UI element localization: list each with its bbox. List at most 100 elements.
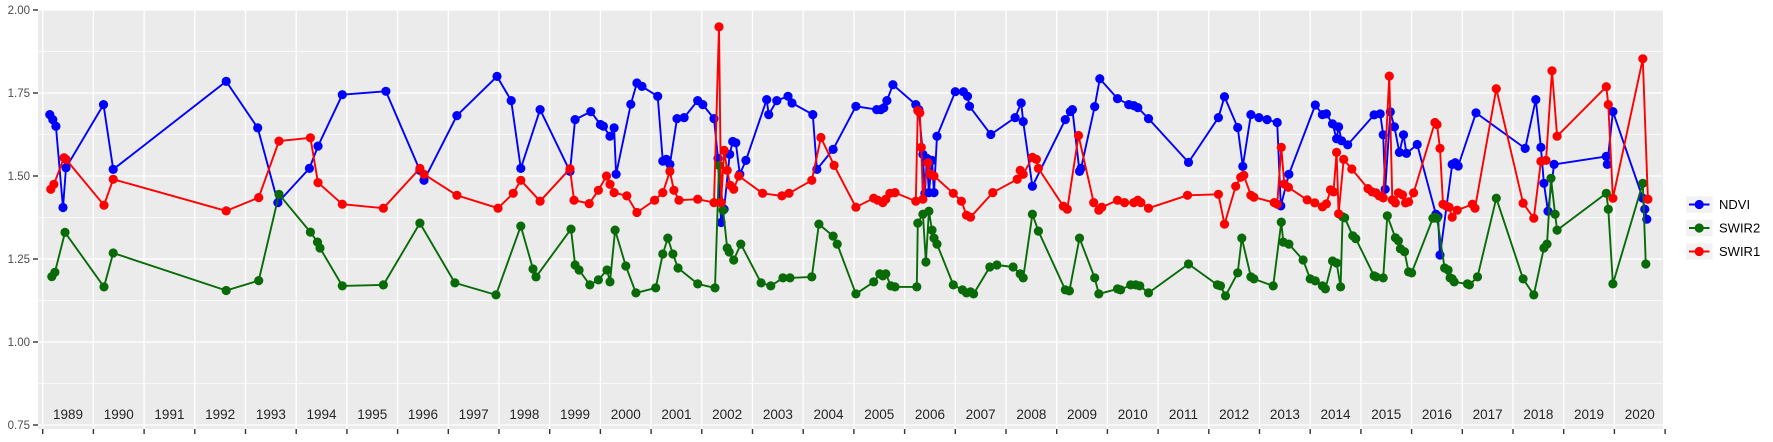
ndvi-point — [535, 105, 545, 115]
swir1-point — [1541, 155, 1551, 165]
ndvi-point — [1133, 103, 1143, 113]
ndvi-point — [1076, 163, 1086, 173]
swir1-point — [918, 194, 928, 204]
swir2-point — [1529, 290, 1539, 300]
swir1-point — [722, 165, 732, 175]
swir2-point — [1399, 247, 1410, 257]
swir1-point — [601, 171, 612, 181]
swir1-point — [1347, 164, 1357, 174]
swir2-point — [881, 269, 891, 279]
swir2-point — [1432, 213, 1442, 223]
swir2-point — [602, 265, 612, 275]
swir2-point — [1310, 276, 1320, 286]
ndvi-point — [1238, 161, 1248, 171]
swir2-point — [1443, 265, 1453, 275]
swir1-point — [988, 188, 998, 198]
swir2-point — [1027, 209, 1037, 219]
swir1-point — [49, 179, 59, 189]
y-axis-label: 1.50 — [8, 171, 30, 183]
ndvi-point — [51, 121, 61, 131]
swir1-point — [254, 193, 264, 203]
swir2-point — [1143, 288, 1154, 298]
ndvi-point — [598, 121, 609, 131]
ndvi-point — [381, 86, 391, 96]
ndvi-point — [950, 87, 960, 97]
swir2-point — [585, 280, 595, 290]
x-axis-label: 2012 — [1219, 407, 1249, 422]
swir2-point — [932, 239, 942, 249]
x-axis-label: 1994 — [307, 407, 338, 422]
ndvi-point — [772, 96, 782, 106]
x-axis-label: 2016 — [1422, 407, 1452, 422]
swir2-point — [516, 221, 526, 231]
swir2-point — [890, 282, 900, 292]
swir1-point — [851, 202, 861, 212]
swir2-point — [658, 249, 668, 259]
swir1-point — [99, 200, 109, 210]
swir1-point — [716, 198, 726, 208]
ndvi-point — [1536, 142, 1546, 152]
swir1-point — [714, 22, 724, 32]
swir1-point — [1384, 71, 1394, 81]
swir2-point — [1638, 178, 1648, 188]
ndvi-point — [1520, 143, 1530, 153]
ndvi-point — [1018, 117, 1028, 127]
swir1-point — [1321, 199, 1331, 209]
swir1-point — [1518, 198, 1528, 208]
ndvi-point — [586, 107, 596, 117]
ndvi-point — [1090, 102, 1100, 112]
ndvi-point — [452, 111, 462, 121]
ndvi-point — [313, 141, 323, 151]
swir2-point — [1601, 188, 1611, 198]
x-axis-label: 1997 — [459, 407, 489, 422]
swir1-point — [593, 185, 604, 195]
swir2-point — [315, 243, 325, 253]
swir2-point — [566, 224, 576, 234]
swir1-point — [1089, 198, 1099, 208]
swir2-point — [913, 218, 923, 228]
ndvi-point — [1112, 94, 1123, 104]
swir2-point — [631, 288, 641, 298]
swir2-point — [948, 280, 958, 290]
swir1-point — [1112, 195, 1123, 205]
ndvi-point — [808, 110, 818, 120]
swir2-point — [531, 272, 541, 282]
ndvi-point — [698, 100, 708, 110]
swir1-point — [734, 171, 744, 181]
swir2-point — [924, 206, 934, 216]
swir2-point — [693, 279, 703, 289]
swir2-point — [1320, 284, 1330, 294]
swir2-point — [828, 231, 838, 241]
ndvi-point — [1602, 159, 1612, 169]
swir1-point — [777, 191, 787, 201]
swir2-point — [1378, 273, 1388, 283]
swir1-point — [569, 195, 579, 205]
swir1-point — [915, 108, 925, 118]
swir2-point — [869, 277, 879, 287]
ndvi-point — [1601, 151, 1611, 161]
swir2-point — [736, 239, 746, 249]
swir1-point — [61, 154, 71, 164]
x-axis-label: 2000 — [611, 407, 641, 422]
swir1-point — [1470, 203, 1480, 213]
ndvi-point — [626, 99, 636, 109]
swir1-point — [1378, 193, 1388, 203]
swir2-point — [710, 283, 720, 293]
ndvi-point — [888, 80, 898, 90]
swir1-point — [1033, 163, 1043, 173]
x-axis-label: 2003 — [763, 407, 793, 422]
swir2-point — [766, 281, 776, 291]
ndvi-point — [1608, 107, 1618, 117]
swir2-point — [1336, 282, 1346, 292]
swir2-point — [832, 239, 842, 249]
swir1-point — [1491, 84, 1501, 94]
x-axis-label: 2007 — [966, 407, 996, 422]
ndvi-point — [492, 71, 502, 81]
ndvi-point — [1233, 122, 1243, 133]
swir1-point — [758, 188, 768, 198]
swir2-point — [610, 225, 620, 235]
swir1-point — [1239, 170, 1249, 180]
swir1-point — [709, 198, 719, 208]
series-swir1 — [46, 22, 1653, 229]
swir1-point — [1397, 190, 1408, 200]
